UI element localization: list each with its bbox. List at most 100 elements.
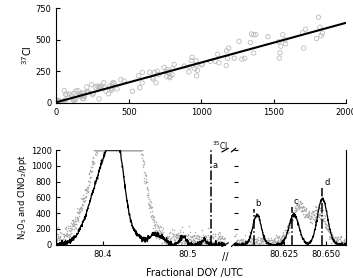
Point [76,210,81,215]
Point [310,211,315,215]
Point [136,73,141,78]
Point [174,232,179,237]
Point [303,207,309,212]
Point [251,238,256,243]
Point [274,240,280,245]
Point [121,148,127,152]
Point [219,242,225,247]
Point [181,233,186,237]
Point [221,242,227,247]
Point [271,241,276,245]
Point [203,235,209,239]
Point [210,231,216,236]
Point [144,192,150,197]
Point [112,148,117,152]
Point [139,148,145,152]
Point [105,148,111,152]
Point [146,190,151,195]
Point [199,241,205,245]
Point [295,205,300,209]
Point [71,227,77,232]
Point [256,242,262,246]
Point [303,213,309,217]
Point [146,203,152,207]
Point [104,148,109,152]
Point [282,38,288,42]
Point [164,241,170,246]
Point [239,242,244,247]
Point [66,92,72,96]
Point [273,239,278,243]
Point [90,159,96,163]
Point [303,206,309,210]
Point [91,148,97,153]
Point [294,207,300,212]
Point [300,31,305,35]
Point [79,203,85,207]
Point [147,210,153,214]
Point [104,148,109,152]
Point [116,148,121,152]
Point [58,230,64,235]
Point [166,230,172,235]
Point [296,205,301,210]
Point [231,242,237,247]
Text: Fractional DOY /UTC: Fractional DOY /UTC [146,268,243,278]
Point [84,189,90,193]
Point [121,148,126,152]
Point [247,240,253,244]
Point [289,214,295,218]
Point [136,148,142,152]
Point [93,148,99,152]
Point [153,236,159,240]
Point [75,211,80,215]
Point [174,235,180,240]
Point [210,235,215,239]
Point [152,222,158,227]
Point [127,148,132,152]
Point [253,32,259,37]
Point [66,233,72,237]
Point [92,148,98,152]
Point [209,242,215,247]
Point [194,232,199,237]
Point [275,240,281,245]
Point [100,148,106,152]
Point [167,240,173,244]
Point [189,239,195,243]
Point [88,175,93,180]
Point [62,233,67,237]
Point [139,81,145,85]
Point [142,176,147,180]
Point [101,148,107,152]
Point [323,221,329,226]
Point [171,62,177,67]
Point [97,148,103,152]
Point [295,199,300,203]
Point [316,207,321,211]
Point [294,203,300,207]
Y-axis label: $^{37}$Cl: $^{37}$Cl [20,46,34,65]
Point [250,242,255,247]
Point [212,238,217,242]
Point [290,211,296,215]
Point [252,240,258,245]
Point [119,148,125,152]
Point [80,96,85,101]
Point [130,148,136,152]
Point [165,70,171,75]
Point [54,237,60,241]
Point [58,230,63,235]
Point [102,148,108,152]
Point [80,91,86,95]
Point [333,239,339,243]
Point [201,233,206,238]
Point [57,241,63,246]
Point [205,242,211,247]
Point [232,56,237,60]
Point [110,148,116,152]
Point [325,227,330,231]
Point [240,239,245,244]
Point [235,237,241,242]
Point [93,148,99,152]
